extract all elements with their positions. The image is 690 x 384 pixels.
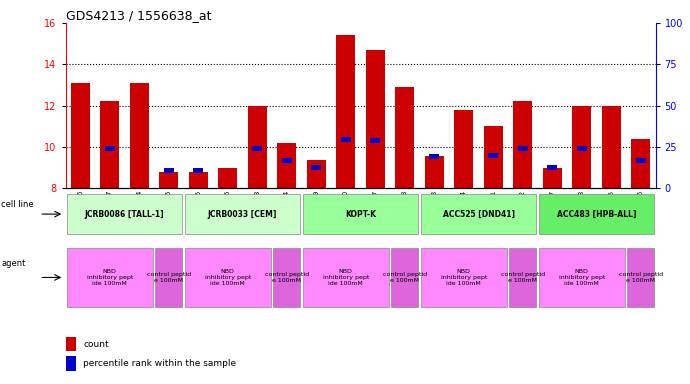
Bar	[509, 248, 536, 307]
Text: count: count	[83, 339, 109, 349]
Text: agent: agent	[1, 259, 26, 268]
Bar	[539, 248, 625, 307]
Bar	[164, 168, 174, 173]
Text: control peptid
e 100mM: control peptid e 100mM	[619, 272, 663, 283]
Bar	[218, 167, 237, 188]
Text: cell line: cell line	[1, 200, 34, 209]
Bar	[159, 172, 179, 188]
Bar	[421, 248, 507, 307]
Bar	[391, 248, 418, 307]
Text: NBD
inhibitory pept
ide 100mM: NBD inhibitory pept ide 100mM	[559, 269, 605, 286]
Bar	[484, 126, 503, 188]
Bar	[67, 248, 153, 307]
Text: ACC483 [HPB-ALL]: ACC483 [HPB-ALL]	[557, 210, 636, 218]
Bar	[636, 158, 646, 163]
Text: KOPT-K: KOPT-K	[345, 210, 376, 218]
Bar	[341, 137, 351, 142]
Bar	[185, 194, 300, 234]
Bar	[518, 146, 528, 151]
Bar	[253, 146, 262, 151]
Bar	[248, 106, 267, 188]
Bar	[100, 101, 119, 188]
Bar	[539, 194, 654, 234]
Text: percentile rank within the sample: percentile rank within the sample	[83, 359, 237, 368]
Bar	[424, 156, 444, 188]
Text: JCRB0033 [CEM]: JCRB0033 [CEM]	[208, 210, 277, 218]
Bar	[66, 356, 76, 371]
Bar	[429, 154, 439, 159]
Bar	[66, 337, 76, 351]
Bar	[577, 146, 586, 151]
Bar	[627, 248, 654, 307]
Text: JCRB0086 [TALL-1]: JCRB0086 [TALL-1]	[85, 210, 164, 218]
Bar	[155, 248, 182, 307]
Bar	[336, 35, 355, 188]
Text: NBD
inhibitory pept
ide 100mM: NBD inhibitory pept ide 100mM	[87, 269, 133, 286]
Text: GDS4213 / 1556638_at: GDS4213 / 1556638_at	[66, 9, 211, 22]
Bar	[130, 83, 149, 188]
Bar	[513, 101, 533, 188]
Bar	[67, 194, 182, 234]
Bar	[188, 172, 208, 188]
Bar	[273, 248, 300, 307]
Bar	[303, 194, 418, 234]
Bar	[602, 106, 621, 188]
Bar	[311, 165, 321, 170]
Text: NBD
inhibitory pept
ide 100mM: NBD inhibitory pept ide 100mM	[323, 269, 369, 286]
Bar	[282, 158, 292, 163]
Bar	[277, 143, 297, 188]
Bar	[306, 160, 326, 188]
Text: ACC525 [DND41]: ACC525 [DND41]	[442, 210, 515, 218]
Text: NBD
inhibitory pept
ide 100mM: NBD inhibitory pept ide 100mM	[441, 269, 487, 286]
Bar	[421, 194, 536, 234]
Bar	[454, 110, 473, 188]
Bar	[631, 139, 651, 188]
Text: control peptid
e 100mM: control peptid e 100mM	[265, 272, 309, 283]
Text: NBD
inhibitory pept
ide 100mM: NBD inhibitory pept ide 100mM	[205, 269, 251, 286]
Bar	[542, 167, 562, 188]
Bar	[193, 168, 203, 173]
Text: control peptid
e 100mM: control peptid e 100mM	[383, 272, 427, 283]
Bar	[366, 50, 385, 188]
Bar	[105, 146, 115, 151]
Bar	[371, 138, 380, 143]
Bar	[572, 106, 591, 188]
Bar	[70, 83, 90, 188]
Bar	[395, 87, 415, 188]
Bar	[547, 165, 557, 170]
Text: control peptid
e 100mM: control peptid e 100mM	[147, 272, 191, 283]
Bar	[303, 248, 389, 307]
Text: control peptid
e 100mM: control peptid e 100mM	[501, 272, 545, 283]
Bar	[489, 153, 498, 157]
Bar	[185, 248, 271, 307]
